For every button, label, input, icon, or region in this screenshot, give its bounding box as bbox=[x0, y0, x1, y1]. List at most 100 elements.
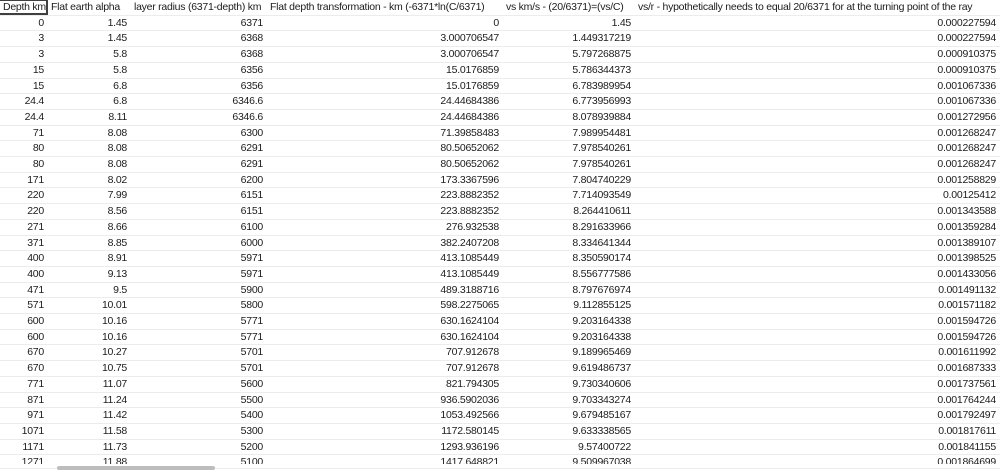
cell[interactable]: 24.44684386 bbox=[267, 93, 503, 110]
cell[interactable]: 821.794305 bbox=[267, 376, 503, 393]
cell[interactable]: 6346.6 bbox=[131, 109, 267, 126]
cell[interactable]: 971 bbox=[0, 407, 48, 424]
cell[interactable]: 10.01 bbox=[48, 297, 131, 315]
cell[interactable]: 936.5902036 bbox=[267, 392, 503, 409]
cell[interactable]: 0.000227594 bbox=[635, 30, 1000, 48]
cell[interactable]: 5500 bbox=[131, 392, 267, 409]
cell[interactable]: 24.44684386 bbox=[267, 109, 503, 126]
cell[interactable]: 5.8 bbox=[48, 46, 131, 63]
cell[interactable]: 5400 bbox=[131, 407, 267, 424]
cell[interactable]: 80 bbox=[0, 156, 48, 173]
cell[interactable]: 0.000910375 bbox=[635, 46, 1000, 63]
cell[interactable]: 9.203164338 bbox=[503, 329, 635, 346]
cell[interactable]: 11.24 bbox=[48, 392, 131, 409]
cell[interactable]: 10.75 bbox=[48, 360, 131, 377]
cell[interactable]: 9.679485167 bbox=[503, 407, 635, 424]
cell[interactable]: 598.2275065 bbox=[267, 297, 503, 315]
cell[interactable]: 0.001258829 bbox=[635, 172, 1000, 189]
cell[interactable]: 171 bbox=[0, 172, 48, 189]
cell[interactable]: 3.000706547 bbox=[267, 46, 503, 63]
cell[interactable]: 400 bbox=[0, 266, 48, 283]
cell[interactable]: 707.912678 bbox=[267, 360, 503, 377]
cell[interactable]: 0.001359284 bbox=[635, 219, 1000, 236]
column-header-cell[interactable]: Flat depth transformation - km (-6371*ln… bbox=[267, 0, 503, 16]
column-header-cell[interactable]: layer radius (6371-depth) km bbox=[131, 0, 267, 16]
cell[interactable]: 15 bbox=[0, 62, 48, 79]
cell[interactable]: 6100 bbox=[131, 219, 267, 236]
cell[interactable]: 8.334641344 bbox=[503, 235, 635, 252]
cell[interactable]: 630.1624104 bbox=[267, 313, 503, 330]
cell[interactable]: 0.001272956 bbox=[635, 109, 1000, 126]
cell[interactable]: 0.001067336 bbox=[635, 93, 1000, 110]
cell[interactable]: 11.73 bbox=[48, 439, 131, 456]
cell[interactable]: 80 bbox=[0, 140, 48, 158]
cell[interactable]: 10.16 bbox=[48, 313, 131, 330]
cell[interactable]: 9.203164338 bbox=[503, 313, 635, 330]
cell[interactable]: 5300 bbox=[131, 423, 267, 440]
cell[interactable]: 0.00125412 bbox=[635, 187, 1000, 205]
cell[interactable]: 9.5 bbox=[48, 282, 131, 299]
cell[interactable]: 7.978540261 bbox=[503, 140, 635, 158]
cell[interactable]: 6356 bbox=[131, 78, 267, 95]
cell[interactable]: 413.1085449 bbox=[267, 266, 503, 283]
cell[interactable]: 1172.580145 bbox=[267, 423, 503, 440]
cell[interactable]: 6371 bbox=[131, 15, 267, 32]
cell[interactable]: 382.2407208 bbox=[267, 235, 503, 252]
active-cell[interactable]: Depth km bbox=[0, 0, 48, 16]
cell[interactable]: 223.8882352 bbox=[267, 187, 503, 205]
cell[interactable]: 6.773956993 bbox=[503, 93, 635, 110]
cell[interactable]: 600 bbox=[0, 329, 48, 346]
cell[interactable]: 8.291633966 bbox=[503, 219, 635, 236]
cell[interactable]: 6291 bbox=[131, 140, 267, 158]
cell[interactable]: 80.50652062 bbox=[267, 140, 503, 158]
cell[interactable]: 11.42 bbox=[48, 407, 131, 424]
cell[interactable]: 670 bbox=[0, 360, 48, 377]
cell[interactable]: 5701 bbox=[131, 360, 267, 377]
cell[interactable]: 11.58 bbox=[48, 423, 131, 440]
cell[interactable]: 10.27 bbox=[48, 344, 131, 362]
cell[interactable]: 9.57400722 bbox=[503, 439, 635, 456]
cell[interactable]: 0 bbox=[267, 15, 503, 32]
cell[interactable]: 670 bbox=[0, 344, 48, 362]
cell[interactable]: 0.001737561 bbox=[635, 376, 1000, 393]
cell[interactable]: 8.11 bbox=[48, 109, 131, 126]
cell[interactable]: 0.000910375 bbox=[635, 62, 1000, 79]
cell[interactable]: 0.001067336 bbox=[635, 78, 1000, 95]
cell[interactable]: 6.783989954 bbox=[503, 78, 635, 95]
cell[interactable]: 8.556777586 bbox=[503, 266, 635, 283]
cell[interactable]: 6.8 bbox=[48, 78, 131, 95]
cell[interactable]: 9.112855125 bbox=[503, 297, 635, 315]
cell[interactable]: 220 bbox=[0, 203, 48, 220]
cell[interactable]: 1.45 bbox=[503, 15, 635, 32]
cell[interactable]: 11.07 bbox=[48, 376, 131, 393]
cell[interactable]: 8.264410611 bbox=[503, 203, 635, 220]
cell[interactable]: 8.08 bbox=[48, 125, 131, 142]
cell[interactable]: 6200 bbox=[131, 172, 267, 189]
cell[interactable]: 471 bbox=[0, 282, 48, 299]
cell[interactable]: 1171 bbox=[0, 439, 48, 456]
cell[interactable]: 8.797676974 bbox=[503, 282, 635, 299]
cell[interactable]: 0.001687333 bbox=[635, 360, 1000, 377]
cell[interactable]: 6300 bbox=[131, 125, 267, 142]
cell[interactable]: 1053.492566 bbox=[267, 407, 503, 424]
column-header-cell[interactable]: Flat earth alpha bbox=[48, 0, 131, 16]
cell[interactable]: 0.001268247 bbox=[635, 125, 1000, 142]
cell[interactable]: 5971 bbox=[131, 266, 267, 283]
cell[interactable]: 7.989954481 bbox=[503, 125, 635, 142]
cell[interactable]: 1071 bbox=[0, 423, 48, 440]
cell[interactable]: 413.1085449 bbox=[267, 250, 503, 267]
cell[interactable]: 771 bbox=[0, 376, 48, 393]
cell[interactable]: 8.56 bbox=[48, 203, 131, 220]
cell[interactable]: 8.08 bbox=[48, 140, 131, 158]
cell[interactable]: 15.0176859 bbox=[267, 62, 503, 79]
cell[interactable]: 1.449317219 bbox=[503, 30, 635, 48]
cell[interactable]: 0.001817611 bbox=[635, 423, 1000, 440]
cell[interactable]: 8.078939884 bbox=[503, 109, 635, 126]
cell[interactable]: 0.001398525 bbox=[635, 250, 1000, 267]
cell[interactable]: 0.001268247 bbox=[635, 156, 1000, 173]
horizontal-scrollbar-thumb[interactable] bbox=[57, 466, 215, 470]
cell[interactable]: 24.4 bbox=[0, 109, 48, 126]
cell[interactable]: 0.001594726 bbox=[635, 329, 1000, 346]
cell[interactable]: 0 bbox=[0, 15, 48, 32]
cell[interactable]: 8.66 bbox=[48, 219, 131, 236]
